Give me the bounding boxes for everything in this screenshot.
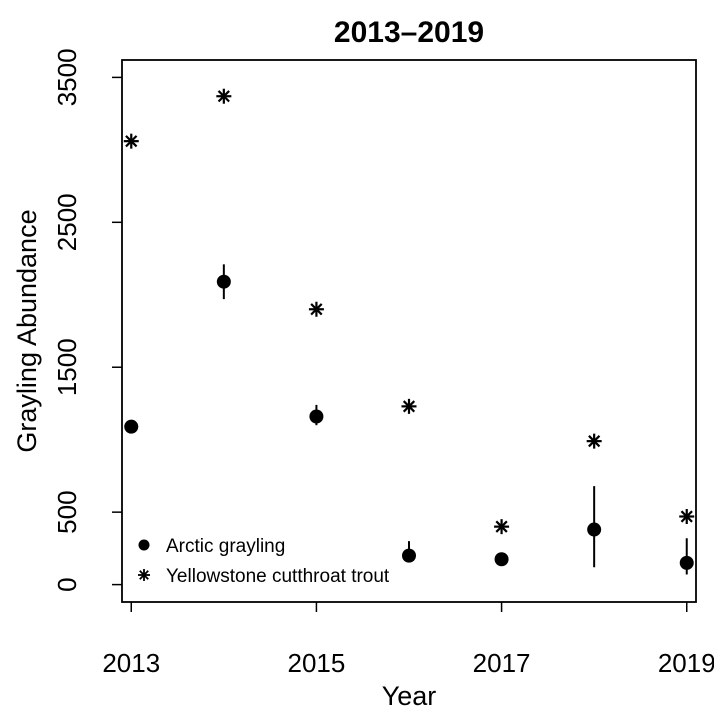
legend: Arctic grayling Yellowstone cutthroat tr…	[138, 536, 390, 587]
point-cutthroat-2013	[123, 133, 139, 149]
point-cutthroat-2016	[401, 398, 417, 414]
point-grayling-2019	[679, 555, 694, 570]
point-grayling-2015	[309, 409, 324, 424]
point-cutthroat-2018	[586, 433, 602, 449]
x-tick-label-2013: 2013	[102, 648, 160, 678]
point-grayling-2014	[216, 274, 231, 289]
y-axis: 0 500 1500 2500 3500	[52, 48, 122, 592]
y-tick-label-2500: 2500	[52, 193, 82, 251]
x-axis: 2013 2015 2017 2019	[102, 602, 714, 678]
point-grayling-2017	[494, 552, 509, 567]
x-tick-label-2019: 2019	[658, 648, 714, 678]
point-cutthroat-2014	[216, 88, 232, 104]
plot-frame	[121, 59, 697, 603]
point-grayling-2013	[124, 419, 139, 434]
series-layer	[123, 88, 695, 575]
y-axis-title: Grayling Abundance	[12, 209, 42, 452]
y-tick-label-0: 0	[52, 577, 82, 591]
x-tick-label-2017: 2017	[473, 648, 531, 678]
point-grayling-2016	[402, 548, 416, 563]
x-axis-title: Year	[382, 681, 437, 711]
legend-circle-marker	[138, 539, 150, 551]
y-tick-label-500: 500	[52, 490, 82, 533]
legend-asterisk-marker	[138, 569, 150, 581]
chart-title: 2013–2019	[334, 16, 484, 49]
point-grayling-2018	[587, 522, 602, 537]
legend-label-yellowstone-cutthroat-trout: Yellowstone cutthroat trout	[166, 566, 390, 587]
x-tick-label-2015: 2015	[287, 648, 345, 678]
y-tick-label-1500: 1500	[52, 338, 82, 396]
series-arctic-grayling	[124, 264, 694, 575]
point-cutthroat-2019	[679, 508, 695, 524]
y-tick-label-3500: 3500	[52, 48, 82, 106]
point-cutthroat-2015	[308, 301, 324, 317]
legend-label-arctic-grayling: Arctic grayling	[166, 536, 285, 557]
point-cutthroat-2017	[494, 519, 510, 535]
series-yellowstone-cutthroat-trout	[123, 88, 695, 535]
